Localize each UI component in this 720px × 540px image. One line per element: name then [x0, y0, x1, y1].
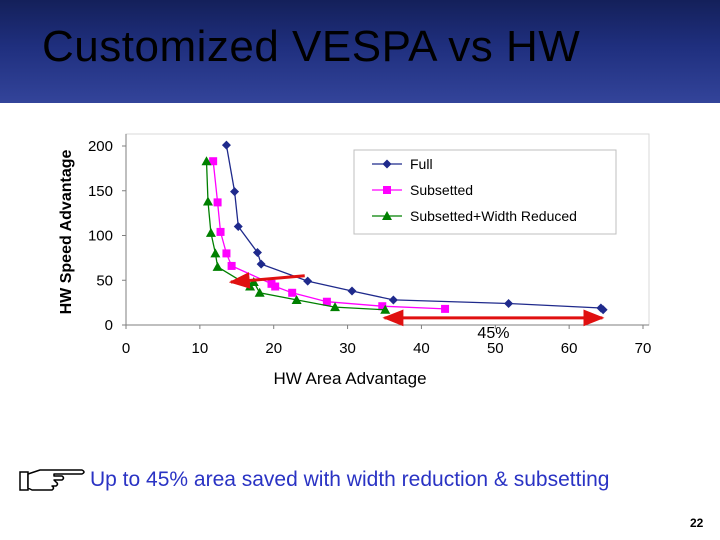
- data-point-series-2: [322, 297, 331, 306]
- header-band: [0, 0, 720, 103]
- data-point-series-1: [221, 140, 231, 150]
- y-tick-label: 150: [88, 183, 113, 200]
- data-point-series-3: [254, 287, 265, 297]
- x-tick-label: 20: [265, 340, 282, 357]
- data-point-series-2: [227, 261, 236, 270]
- data-point-series-1: [252, 248, 262, 258]
- data-point-series-1: [388, 295, 398, 305]
- data-point-series-1: [233, 222, 243, 232]
- legend-marker: [383, 186, 391, 194]
- data-point-series-2: [288, 288, 297, 297]
- data-point-series-2: [271, 282, 280, 291]
- data-point-series-3: [201, 156, 212, 166]
- pointing-hand-icon: [19, 469, 85, 491]
- data-point-series-2: [209, 157, 218, 166]
- x-tick-label: 70: [635, 340, 652, 357]
- data-point-series-2: [216, 227, 225, 236]
- data-point-series-3: [291, 294, 302, 304]
- x-tick-label: 40: [413, 340, 430, 357]
- data-point-series-2: [213, 198, 222, 207]
- data-point-series-3: [210, 248, 221, 258]
- x-tick-label: 30: [339, 340, 356, 357]
- data-point-series-3: [202, 196, 213, 206]
- x-axis-label: HW Area Advantage: [273, 369, 426, 388]
- x-tick-label: 0: [122, 340, 130, 357]
- data-point-series-1: [230, 187, 240, 197]
- data-point-series-3: [330, 302, 341, 312]
- slide-title: Customized VESPA vs HW: [42, 22, 581, 71]
- y-tick-label: 50: [96, 272, 113, 289]
- legend-label: Full: [410, 156, 433, 172]
- data-point-series-2: [222, 249, 231, 258]
- data-point-series-1: [303, 276, 313, 286]
- data-point-series-3: [212, 261, 223, 271]
- y-tick-label: 100: [88, 228, 113, 245]
- x-tick-label: 10: [192, 340, 209, 357]
- chart: 0 10 20 30 40 50 60 70 0 50 100 150 200 45% Full Subs…: [58, 133, 652, 388]
- data-point-series-3: [205, 227, 216, 237]
- legend-label: Subsetted+Width Reduced: [410, 208, 577, 224]
- annotation-arrow-2: [228, 272, 305, 289]
- y-axis-label: HW Speed Advantage: [58, 150, 75, 315]
- y-tick-label: 0: [105, 317, 113, 334]
- data-point-series-1: [256, 259, 266, 269]
- data-point-series-2: [441, 304, 450, 313]
- data-point-series-1: [347, 286, 357, 296]
- legend-marker: [382, 159, 392, 169]
- x-tick-label: 50: [487, 340, 504, 357]
- legend-marker: [382, 211, 392, 220]
- x-tick-label: 60: [561, 340, 578, 357]
- y-tick-label: 200: [88, 138, 113, 155]
- page-number: 22: [690, 516, 704, 530]
- caption: Up to 45% area saved with width reductio…: [90, 468, 610, 491]
- data-point-series-1: [504, 299, 514, 309]
- legend-label: Subsetted: [410, 182, 473, 198]
- annotation-label: 45%: [477, 325, 509, 342]
- data-point-series-2: [378, 302, 387, 311]
